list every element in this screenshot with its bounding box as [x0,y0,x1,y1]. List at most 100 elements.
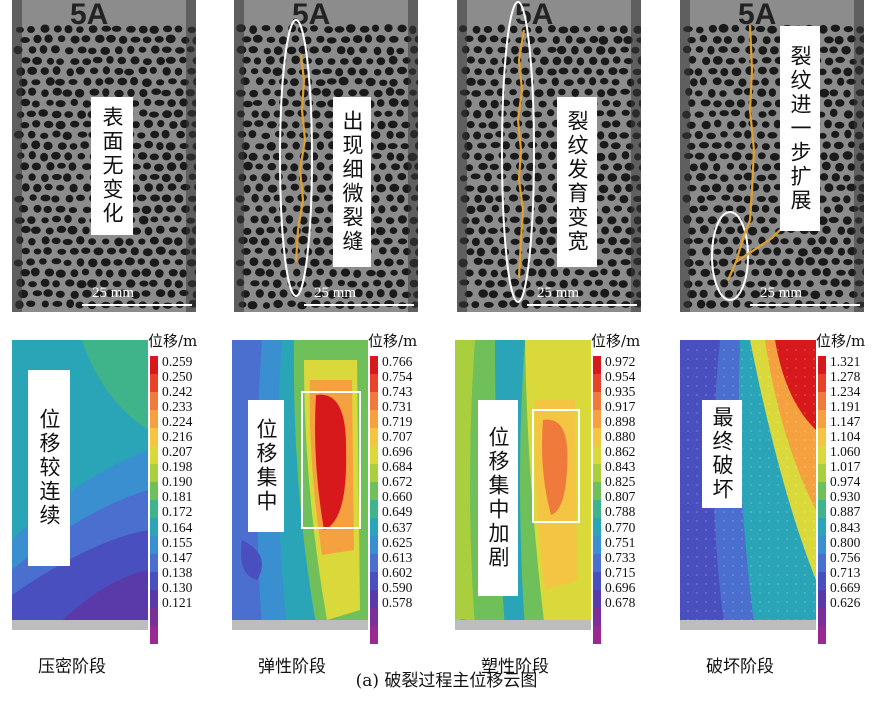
colorbar-tick-label: 0.121 [162,594,193,610]
colorbar-tick-label: 1.191 [830,399,861,415]
colorbar [818,356,826,644]
colorbar-tick-label: 1.234 [830,384,861,400]
colorbar-tick-label: 0.731 [382,399,413,415]
colorbar-tick-label: 0.880 [605,429,636,445]
colorbar-segment [370,590,378,608]
colorbar [370,356,378,644]
colorbar-tick-label: 0.602 [382,564,413,580]
specimen-photo-3: 5A 裂纹发育变宽 25 mm [457,0,641,312]
photo-annotation-label: 表面无变化 [91,97,133,235]
colorbar-segment [593,356,601,374]
specimen-photo-2: 5A 出现细微裂缝 25 mm [234,0,418,312]
colorbar-segment [593,428,601,446]
colorbar-tick-label: 0.233 [162,399,193,415]
scale-bar [750,304,860,306]
colorbar-tick-label: 0.751 [605,534,636,550]
colorbar-segment [370,410,378,428]
colorbar-segment [593,392,601,410]
crack-ellipse-marker [711,211,749,301]
colorbar-segment [370,374,378,392]
colorbar-segment [818,446,826,464]
colorbar-segment [593,554,601,572]
map-annotation-label: 位移集中加剧 [478,400,518,596]
colorbar-tick-label: 0.800 [830,534,861,550]
colorbar-segment [150,500,158,518]
colorbar-segment [370,536,378,554]
colorbar-segment [370,554,378,572]
colorbar-segment [818,464,826,482]
colorbar-tick-label: 0.887 [830,504,861,520]
colorbar-unit: 位移/m [368,332,418,350]
stage-label: 压密阶段 [38,657,106,677]
colorbar-tick-label: 0.660 [382,489,413,505]
colorbar-tick-label: 0.766 [382,354,413,369]
colorbar-segment [150,626,158,644]
colorbar-segment [150,428,158,446]
specimen-mark: 5A [70,0,108,31]
colorbar-segment [370,572,378,590]
colorbar-tick-label: 0.259 [162,354,193,369]
colorbar-segment [150,446,158,464]
colorbar-ticks: 0.766 0.754 0.743 0.731 0.719 0.707 0.696 0.684… [382,354,412,610]
colorbar-tick-label: 0.954 [605,369,636,385]
scale-bar-label: 25 mm [92,285,135,301]
colorbar-tick-label: 0.743 [382,384,413,400]
crack-line [726,24,756,281]
colorbar-segment [818,410,826,428]
colorbar-segment [593,626,601,644]
colorbar-segment [150,482,158,500]
colorbar-tick-label: 0.637 [382,519,413,535]
colorbar-tick-label: 0.590 [382,579,413,595]
colorbar-segment [818,554,826,572]
concentration-box [532,409,580,523]
colorbar-tick-label: 0.198 [162,459,193,475]
colorbar-tick-label: 1.147 [830,414,861,430]
colorbar-segment [370,500,378,518]
colorbar-segment [370,482,378,500]
specimen-mark: 5A [292,0,330,31]
colorbar-segment [150,374,158,392]
colorbar-segment [150,392,158,410]
crack-ellipse-marker [501,1,535,303]
colorbar-tick-label: 0.207 [162,444,193,460]
crack-line [516,29,526,279]
colorbar-tick-label: 0.172 [162,504,193,520]
colorbar-segment [150,590,158,608]
map-annotation-label: 最终破坏 [702,400,742,508]
colorbar-tick-label: 1.060 [830,444,861,460]
colorbar-tick-label: 0.250 [162,369,193,385]
colorbar-tick-label: 0.843 [605,459,636,475]
colorbar-segment [593,572,601,590]
colorbar-segment [593,410,601,428]
colorbar-ticks: 1.321 1.278 1.234 1.191 1.147 1.104 1.060 1.017… [830,354,860,610]
colorbar-tick-label: 0.974 [830,474,861,490]
colorbar-tick-label: 0.972 [605,354,636,369]
colorbar-segment [818,518,826,536]
colorbar-tick-label: 0.807 [605,489,636,505]
colorbar-segment [593,374,601,392]
colorbar-segment [818,500,826,518]
colorbar-segment [818,608,826,626]
colorbar-segment [150,572,158,590]
colorbar-segment [818,536,826,554]
colorbar-tick-label: 0.754 [382,369,413,385]
colorbar-tick-label: 0.696 [605,579,636,595]
colorbar-tick-label: 0.756 [830,549,861,565]
colorbar-segment [593,446,601,464]
colorbar-segment [593,500,601,518]
displacement-map-3: 位移集中加剧 [455,340,591,630]
colorbar-tick-label: 0.155 [162,534,193,550]
colorbar-unit: 位移/m [591,332,641,350]
speckle-pattern: 5A [680,0,864,312]
colorbar-tick-label: 0.935 [605,384,636,400]
colorbar-segment [150,608,158,626]
colorbar-tick-label: 0.224 [162,414,193,430]
colorbar-tick-label: 0.707 [382,429,413,445]
colorbar-tick-label: 0.733 [605,549,636,565]
colorbar-segment [818,392,826,410]
colorbar-tick-label: 0.190 [162,474,193,490]
colorbar-tick-label: 0.825 [605,474,636,490]
crack-ellipse-marker [279,19,313,297]
colorbar-segment [370,446,378,464]
speckle-pattern: 5A [457,0,641,312]
